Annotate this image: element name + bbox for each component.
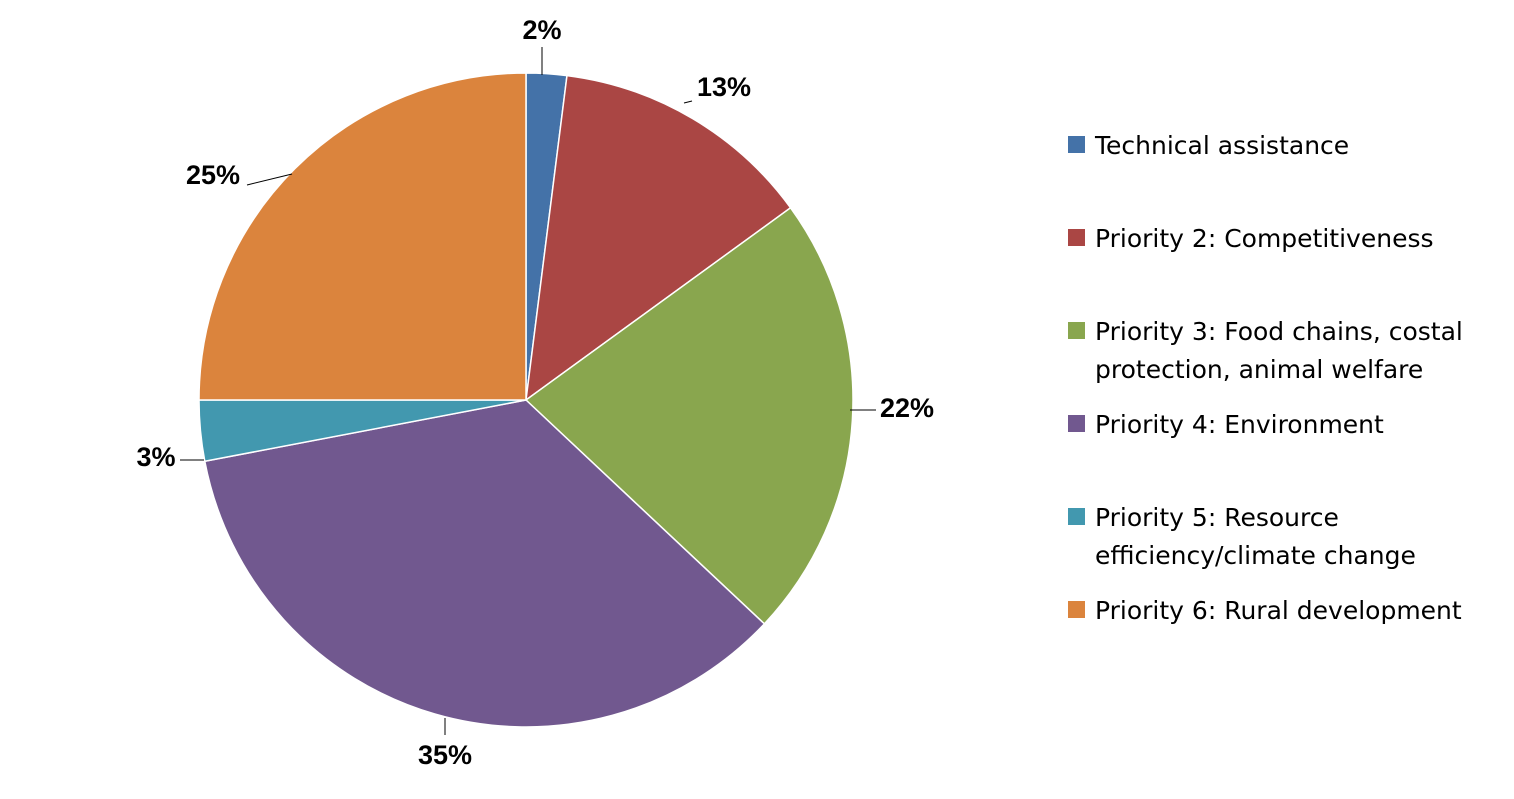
- leader-line-priority-6-rural-development: [246, 173, 293, 186]
- pie-leader-lines: [180, 47, 876, 735]
- pie-slices: [198, 72, 854, 728]
- data-label-priority-4-environment: 35%: [418, 740, 472, 770]
- pie-slice-priority-2-competitiveness: [525, 74, 792, 402]
- legend-item-priority-2-competitiveness: Priority 2: Competitiveness: [1068, 220, 1508, 258]
- legend-swatch: [1068, 229, 1085, 246]
- chart-legend: Technical assistance Priority 2: Competit…: [1068, 0, 1508, 799]
- pie-slice-priority-3-food-chains-costal-protection-animal-welfare: [524, 206, 854, 625]
- data-label-priority-2-competitiveness: 13%: [697, 72, 751, 102]
- legend-item-technical-assistance: Technical assistance: [1068, 127, 1508, 165]
- legend-label: Priority 3: Food chains, costal protecti…: [1095, 317, 1463, 384]
- legend-item-priority-5-resource-efficiency-climate-change: Priority 5: Resource efficiency/climate …: [1068, 499, 1508, 575]
- legend-item-priority-4-environment: Priority 4: Environment: [1068, 406, 1508, 444]
- legend-swatch: [1068, 136, 1085, 153]
- data-label-priority-6-rural-development: 25%: [186, 160, 240, 190]
- data-label-technical-assistance: 2%: [522, 15, 561, 45]
- legend-label: Priority 2: Competitiveness: [1095, 224, 1434, 253]
- legend-swatch: [1068, 322, 1085, 339]
- pie-slice-priority-6-rural-development: [198, 72, 527, 401]
- legend-swatch: [1068, 508, 1085, 525]
- legend-item-priority-3-food-chains-costal-protection-animal-welfare: Priority 3: Food chains, costal protecti…: [1068, 313, 1508, 389]
- pie-slice-priority-4-environment: [203, 399, 766, 728]
- legend-label: Technical assistance: [1095, 131, 1350, 160]
- legend-label: Priority 5: Resource efficiency/climate …: [1095, 503, 1416, 570]
- legend-label: Priority 6: Rural development: [1095, 596, 1462, 625]
- data-label-priority-5-resource-efficiency-climate-change: 3%: [136, 442, 175, 472]
- pie-data-labels: 2% 13% 22% 35% 3% 25%: [136, 15, 934, 770]
- leader-line-priority-2-competitiveness: [683, 100, 693, 104]
- legend-swatch: [1068, 415, 1085, 432]
- legend-label: Priority 4: Environment: [1095, 410, 1384, 439]
- data-label-priority-3-food-chains-costal-protection-animal-welfare: 22%: [880, 393, 934, 423]
- legend-swatch: [1068, 601, 1085, 618]
- legend-item-priority-6-rural-development: Priority 6: Rural development: [1068, 592, 1508, 630]
